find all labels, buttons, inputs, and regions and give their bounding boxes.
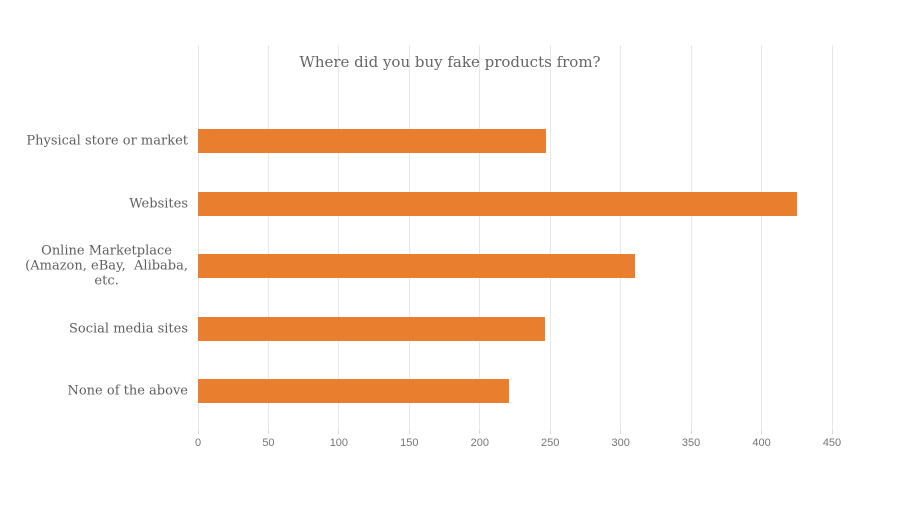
category-label-line: None of the above (67, 383, 188, 399)
gridline (408, 45, 410, 430)
gridline (197, 45, 199, 430)
x-axis-tick-label: 450 (822, 437, 842, 449)
bar (198, 379, 510, 403)
x-axis-tick-label: 300 (611, 437, 630, 449)
bar (198, 129, 546, 153)
category-label: Online Marketplace (Amazon, eBay, Alibaba… (25, 244, 188, 289)
gridline (620, 45, 622, 430)
axis-tick-mark (549, 430, 551, 434)
axis-tick-mark (620, 430, 622, 434)
x-axis-tick-label: 250 (541, 437, 560, 449)
x-axis-tick-label: 0 (194, 437, 202, 449)
category-label: Social media sites (69, 321, 188, 336)
chart-title: Where did you buy fake products from? (299, 53, 601, 71)
gridline (549, 45, 551, 430)
bar (198, 316, 545, 341)
axis-tick-mark (408, 430, 410, 434)
category-label-line: Physical store or market (26, 133, 188, 149)
category-label: Websites (129, 196, 188, 211)
x-axis-tick-label: 400 (752, 437, 771, 449)
gridline (267, 45, 269, 430)
axis-tick-mark (761, 430, 763, 434)
gridline (761, 45, 763, 430)
gridline (338, 45, 340, 430)
axis-tick-mark (831, 430, 833, 434)
axis-tick-mark (338, 430, 340, 434)
x-axis-tick-label: 150 (400, 437, 419, 449)
category-label-line: (Amazon, eBay, Alibaba, (25, 258, 188, 274)
axis-tick-mark (479, 430, 481, 434)
x-axis-tick-label: 50 (262, 437, 275, 449)
category-label: Physical store or market (26, 134, 188, 149)
axis-tick-mark (690, 430, 692, 434)
gridline (479, 45, 481, 430)
axis-tick-mark (267, 430, 269, 434)
category-label-line: Online Marketplace (41, 243, 172, 259)
gridline (831, 45, 833, 430)
bar (198, 191, 797, 216)
category-label: None of the above (67, 384, 188, 399)
gridline (690, 45, 692, 430)
category-label-line: Websites (129, 196, 188, 211)
bar (198, 254, 635, 278)
category-label-line: etc. (94, 273, 119, 289)
x-axis-tick-label: 200 (470, 437, 489, 449)
x-axis-tick-label: 100 (329, 437, 349, 449)
category-label-line: Social media sites (68, 321, 188, 336)
axis-tick-mark (197, 430, 199, 434)
x-axis-tick-label: 350 (681, 437, 701, 449)
